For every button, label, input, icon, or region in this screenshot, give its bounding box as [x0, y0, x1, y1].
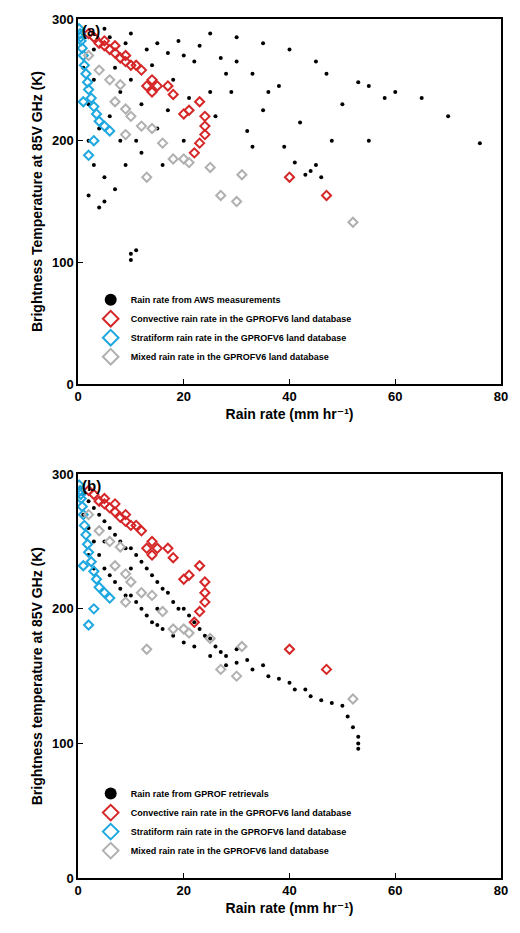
svg-text:80: 80 [494, 883, 508, 898]
svg-text:Rain rate from AWS measurement: Rain rate from AWS measurements [131, 295, 281, 305]
svg-text:300: 300 [52, 12, 74, 27]
svg-text:20: 20 [177, 389, 191, 404]
svg-text:60: 60 [388, 389, 402, 404]
svg-text:Brightness temperature at 85V: Brightness temperature at 85V GHz (K) [29, 547, 45, 805]
svg-text:Mixed rain rate in the GPROFV6: Mixed rain rate in the GPROFV6 land data… [131, 846, 329, 856]
svg-text:Rain rate from GPROF retrieval: Rain rate from GPROF retrievals [131, 789, 269, 799]
svg-text:0: 0 [66, 377, 73, 392]
svg-text:300: 300 [52, 467, 74, 482]
svg-text:20: 20 [177, 883, 191, 898]
svg-text:100: 100 [52, 736, 74, 751]
svg-text:200: 200 [52, 133, 74, 148]
svg-text:Rain rate (mm hr⁻¹): Rain rate (mm hr⁻¹) [226, 900, 354, 916]
svg-text:40: 40 [282, 883, 296, 898]
svg-text:0: 0 [66, 871, 73, 886]
svg-text:Convective rain rate in the GP: Convective rain rate in the GPROFV6 land… [131, 314, 352, 324]
svg-text:Convective rain rate in the GP: Convective rain rate in the GPROFV6 land… [131, 808, 352, 818]
svg-text:80: 80 [494, 389, 508, 404]
svg-text:0: 0 [74, 389, 81, 404]
svg-text:60: 60 [388, 883, 402, 898]
svg-text:(b): (b) [82, 477, 101, 494]
svg-text:200: 200 [52, 601, 74, 616]
svg-text:Rain rate (mm hr⁻¹): Rain rate (mm hr⁻¹) [226, 406, 354, 422]
svg-text:40: 40 [282, 389, 296, 404]
svg-text:0: 0 [74, 883, 81, 898]
svg-text:Stratiform rain rate in the GP: Stratiform rain rate in the GPROFV6 land… [131, 827, 347, 837]
svg-text:Mixed rain rate in the GPROFV6: Mixed rain rate in the GPROFV6 land data… [131, 352, 329, 362]
svg-text:Stratiform rain rate in the GP: Stratiform rain rate in the GPROFV6 land… [131, 333, 347, 343]
svg-text:Brightness Temperature at 85V: Brightness Temperature at 85V GHz (K) [29, 71, 45, 332]
svg-text:(a): (a) [82, 22, 100, 39]
svg-text:100: 100 [52, 255, 74, 270]
